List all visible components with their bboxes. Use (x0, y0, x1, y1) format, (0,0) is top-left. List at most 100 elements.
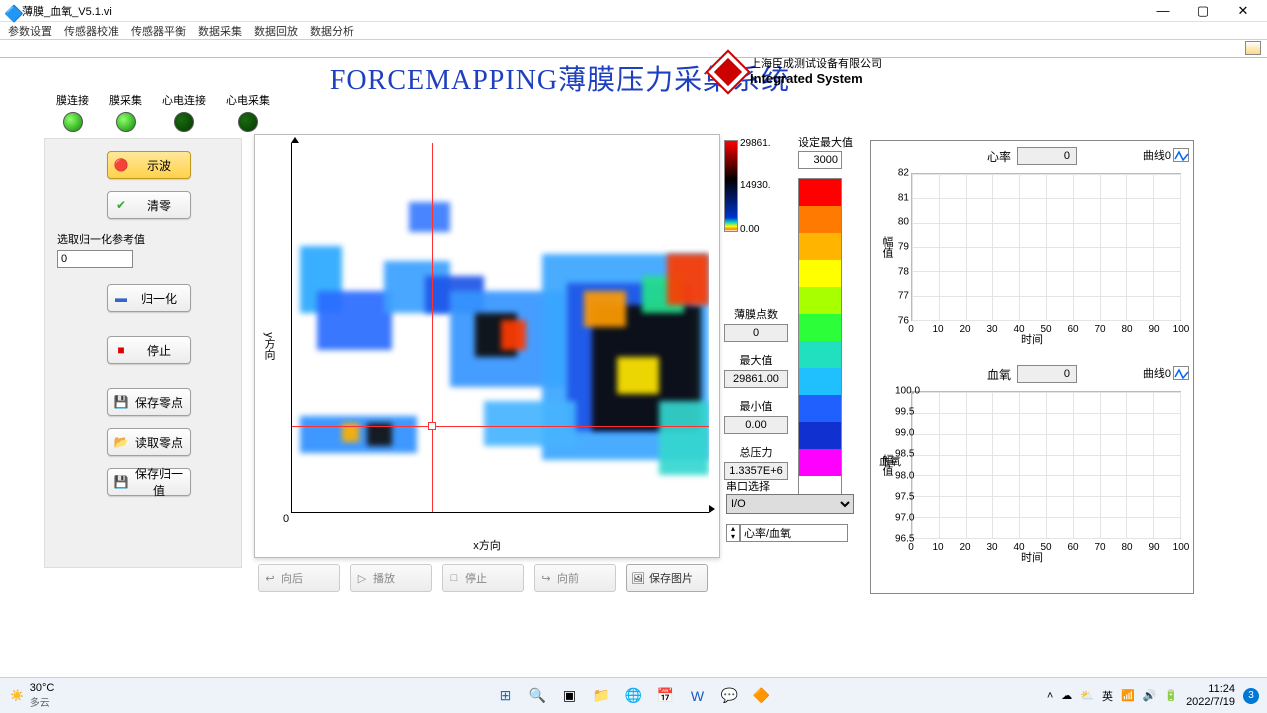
ramp-swatch (799, 287, 841, 314)
chart-xlabel: 时间 (1021, 549, 1043, 565)
tray-notification-icon[interactable]: 3 (1243, 688, 1259, 704)
chart-plot[interactable] (911, 173, 1181, 321)
run-indicator-icon[interactable] (1245, 41, 1261, 55)
chart-ylabel: 幅值 (879, 236, 895, 258)
status-leds: 膜连接膜采集心电连接心电采集 (56, 92, 270, 132)
intensity-scale: 29861. 14930. 0.00 (724, 140, 780, 232)
weather-widget[interactable]: ☀️ 30°C 多云 (10, 682, 54, 709)
clear-button[interactable]: ✔ 清零 (107, 191, 191, 219)
led-icon (116, 112, 136, 132)
menu-item[interactable]: 传感器校准 (58, 23, 125, 39)
save-norm-button[interactable]: 💾 保存归一值 (107, 468, 191, 496)
color-ramp (798, 178, 842, 504)
chart-legend[interactable]: 曲线0 (1143, 147, 1189, 163)
ramp-swatch (799, 395, 841, 422)
origin-label: 0 (283, 513, 289, 525)
tray-onedrive-icon[interactable]: ⛅ (1080, 689, 1094, 702)
led-label: 心电采集 (226, 92, 270, 108)
normalize-button[interactable]: ▬ 归一化 (107, 284, 191, 312)
tray-volume-icon[interactable]: 🔊 (1143, 689, 1157, 702)
record-icon: 🔴 (112, 158, 130, 172)
ramp-swatch (799, 179, 841, 206)
save-image-button[interactable]: 🖼保存图片 (626, 564, 708, 592)
crosshair-v (432, 143, 433, 512)
titlebar: 🔷 薄膜_血氧_V5.1.vi — ▢ ✕ (0, 0, 1267, 22)
tray-wifi-icon[interactable]: 📶 (1121, 689, 1135, 702)
chart-legend[interactable]: 曲线0 (1143, 365, 1189, 381)
stop-button[interactable]: ■ 停止 (107, 336, 191, 364)
serial-select[interactable]: I/O (726, 494, 854, 514)
play-back-button[interactable]: ↩向后 (258, 564, 340, 592)
menu-item[interactable]: 数据采集 (192, 23, 248, 39)
set-max-label: 设定最大值 (798, 134, 853, 150)
ramp-swatch (799, 449, 841, 476)
search-icon[interactable]: 🔍 (525, 683, 551, 709)
chart-plot[interactable] (911, 391, 1181, 539)
set-max-input[interactable] (798, 151, 842, 169)
heatmap-plot[interactable] (291, 143, 709, 513)
heart-input[interactable] (740, 524, 848, 542)
stats-panel: 薄膜点数 0 最大值 29861.00 最小值 0.00 总压力 1.3357E… (724, 296, 788, 480)
calendar-icon[interactable]: 📅 (653, 683, 679, 709)
weather-text: 多云 (30, 694, 55, 709)
points-value: 0 (724, 324, 788, 342)
word-icon[interactable]: W (685, 683, 711, 709)
check-icon: ✔ (112, 198, 130, 212)
start-icon[interactable]: ⊞ (493, 683, 519, 709)
taskbar: ☀️ 30°C 多云 ⊞ 🔍 ▣ 📁 🌐 📅 W 💬 🔶 ˄ ☁ ⛅ 英 📶 🔊… (0, 677, 1267, 713)
heart-spinner[interactable]: ▴▾ (726, 524, 740, 542)
tray-chevron-icon[interactable]: ˄ (1047, 690, 1053, 702)
minimize-button[interactable]: — (1143, 0, 1183, 22)
tray-battery-icon[interactable]: 🔋 (1164, 689, 1178, 702)
back-icon: ↩ (259, 572, 281, 585)
chart-title: 血氧 (987, 366, 1011, 383)
edge-icon[interactable]: 🌐 (621, 683, 647, 709)
menu-item[interactable]: 数据回放 (248, 23, 304, 39)
serial-group: 串口选择 I/O ▴▾ (726, 478, 856, 542)
playback-row: ↩向后 ▷播放 □停止 ↪向前 🖼保存图片 (258, 564, 708, 592)
serial-label: 串口选择 (726, 478, 856, 494)
norm-ref-label: 选取归一化参考值 (57, 231, 229, 247)
wechat-icon[interactable]: 💬 (717, 683, 743, 709)
led-label: 膜采集 (109, 92, 142, 108)
crosshair-point[interactable] (428, 422, 436, 430)
minus-icon: ▬ (112, 291, 130, 305)
save-zero-button[interactable]: 💾 保存零点 (107, 388, 191, 416)
max-value: 29861.00 (724, 370, 788, 388)
min-label: 最小值 (724, 398, 788, 414)
read-zero-button[interactable]: 📂 读取零点 (107, 428, 191, 456)
y-axis-label: y方向 (261, 332, 277, 360)
taskview-icon[interactable]: ▣ (557, 683, 583, 709)
menu-item[interactable]: 参数设置 (2, 23, 58, 39)
save-icon: 💾 (112, 395, 130, 409)
x-axis-label: x方向 (473, 537, 501, 553)
play-forward-button[interactable]: ↪向前 (534, 564, 616, 592)
ramp-swatch (799, 314, 841, 341)
window-title: 薄膜_血氧_V5.1.vi (22, 3, 1143, 19)
led-icon (63, 112, 83, 132)
norm-ref-input[interactable] (57, 250, 133, 268)
taskbar-center: ⊞ 🔍 ▣ 📁 🌐 📅 W 💬 🔶 (493, 683, 775, 709)
brand-en: Integrated System (750, 71, 882, 87)
tray-ime-icon[interactable]: 英 (1102, 688, 1113, 704)
explorer-icon[interactable]: 📁 (589, 683, 615, 709)
tray-cloud-icon[interactable]: ☁ (1061, 689, 1072, 702)
legend-swatch-icon (1173, 148, 1189, 162)
play-button[interactable]: ▷播放 (350, 564, 432, 592)
toolstrip (0, 40, 1267, 58)
oscilloscope-button[interactable]: 🔴 示波 (107, 151, 191, 179)
led-icon (238, 112, 258, 132)
play-stop-button[interactable]: □停止 (442, 564, 524, 592)
menu-item[interactable]: 数据分析 (304, 23, 360, 39)
close-button[interactable]: ✕ (1223, 0, 1263, 22)
brand-cn: 上海臣成测试设备有限公司 (750, 58, 882, 71)
clock[interactable]: 11:24 2022/7/19 (1186, 683, 1235, 707)
ramp-swatch (799, 206, 841, 233)
labview-icon[interactable]: 🔶 (749, 683, 775, 709)
forward-icon: ↪ (535, 572, 557, 585)
points-label: 薄膜点数 (724, 306, 788, 322)
heatmap-panel: y方向 x方向 0 (254, 134, 720, 558)
maximize-button[interactable]: ▢ (1183, 0, 1223, 22)
chart-value: 0 (1017, 365, 1077, 383)
menu-item[interactable]: 传感器平衡 (125, 23, 192, 39)
